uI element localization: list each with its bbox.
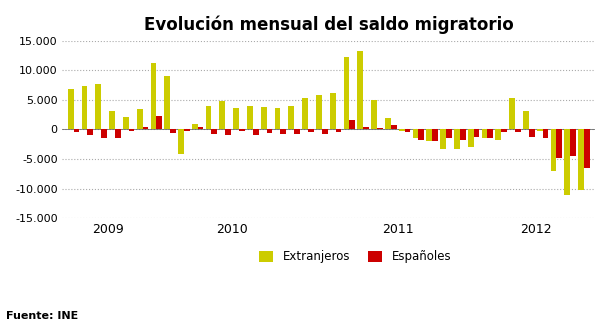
Bar: [281, 130, 286, 134]
Bar: [68, 89, 74, 130]
Bar: [371, 100, 377, 130]
Bar: [432, 130, 438, 141]
Bar: [178, 130, 184, 154]
Bar: [220, 101, 225, 130]
Bar: [426, 130, 432, 141]
Bar: [95, 85, 101, 130]
Bar: [192, 123, 198, 130]
Bar: [198, 127, 204, 130]
Bar: [551, 130, 556, 171]
Bar: [206, 106, 212, 130]
Bar: [170, 130, 176, 133]
Bar: [482, 130, 487, 138]
Bar: [412, 130, 418, 138]
Bar: [363, 127, 369, 130]
Bar: [212, 130, 217, 133]
Bar: [495, 130, 501, 140]
Bar: [294, 130, 300, 134]
Bar: [556, 130, 562, 158]
Bar: [440, 130, 446, 149]
Bar: [501, 130, 507, 133]
Bar: [542, 130, 548, 138]
Bar: [225, 130, 231, 135]
Bar: [454, 130, 460, 149]
Bar: [418, 130, 424, 140]
Bar: [129, 130, 134, 131]
Title: Evolución mensual del saldo migratorio: Evolución mensual del saldo migratorio: [144, 15, 514, 33]
Bar: [473, 130, 479, 137]
Bar: [460, 130, 465, 140]
Bar: [377, 128, 383, 130]
Bar: [584, 130, 590, 168]
Bar: [233, 108, 239, 130]
Bar: [123, 117, 129, 130]
Bar: [487, 130, 493, 138]
Bar: [143, 126, 148, 130]
Bar: [515, 130, 521, 133]
Bar: [330, 93, 336, 130]
Bar: [115, 130, 121, 138]
Bar: [578, 130, 584, 191]
Bar: [164, 76, 170, 130]
Bar: [316, 95, 322, 130]
Bar: [391, 125, 396, 130]
Bar: [156, 116, 162, 130]
Bar: [537, 130, 542, 131]
Bar: [350, 120, 355, 130]
Legend: Extranjeros, Españoles: Extranjeros, Españoles: [254, 246, 456, 268]
Bar: [261, 107, 267, 130]
Bar: [529, 130, 534, 137]
Text: Fuente: INE: Fuente: INE: [6, 311, 78, 321]
Bar: [247, 106, 253, 130]
Bar: [322, 130, 328, 134]
Bar: [564, 130, 570, 195]
Bar: [87, 130, 93, 135]
Bar: [74, 130, 79, 133]
Bar: [239, 130, 245, 131]
Bar: [399, 130, 404, 131]
Bar: [468, 130, 473, 147]
Bar: [446, 130, 452, 138]
Bar: [570, 130, 576, 156]
Bar: [404, 130, 411, 133]
Bar: [509, 98, 515, 130]
Bar: [385, 118, 391, 130]
Bar: [523, 110, 529, 130]
Bar: [109, 110, 115, 130]
Bar: [343, 57, 350, 130]
Bar: [303, 98, 308, 130]
Bar: [336, 130, 342, 132]
Bar: [308, 130, 314, 133]
Bar: [101, 130, 107, 138]
Bar: [184, 130, 190, 131]
Bar: [274, 108, 281, 130]
Bar: [137, 109, 143, 130]
Bar: [357, 51, 363, 130]
Bar: [151, 63, 156, 130]
Bar: [267, 130, 273, 133]
Bar: [289, 106, 294, 130]
Bar: [82, 86, 87, 130]
Bar: [253, 130, 259, 135]
